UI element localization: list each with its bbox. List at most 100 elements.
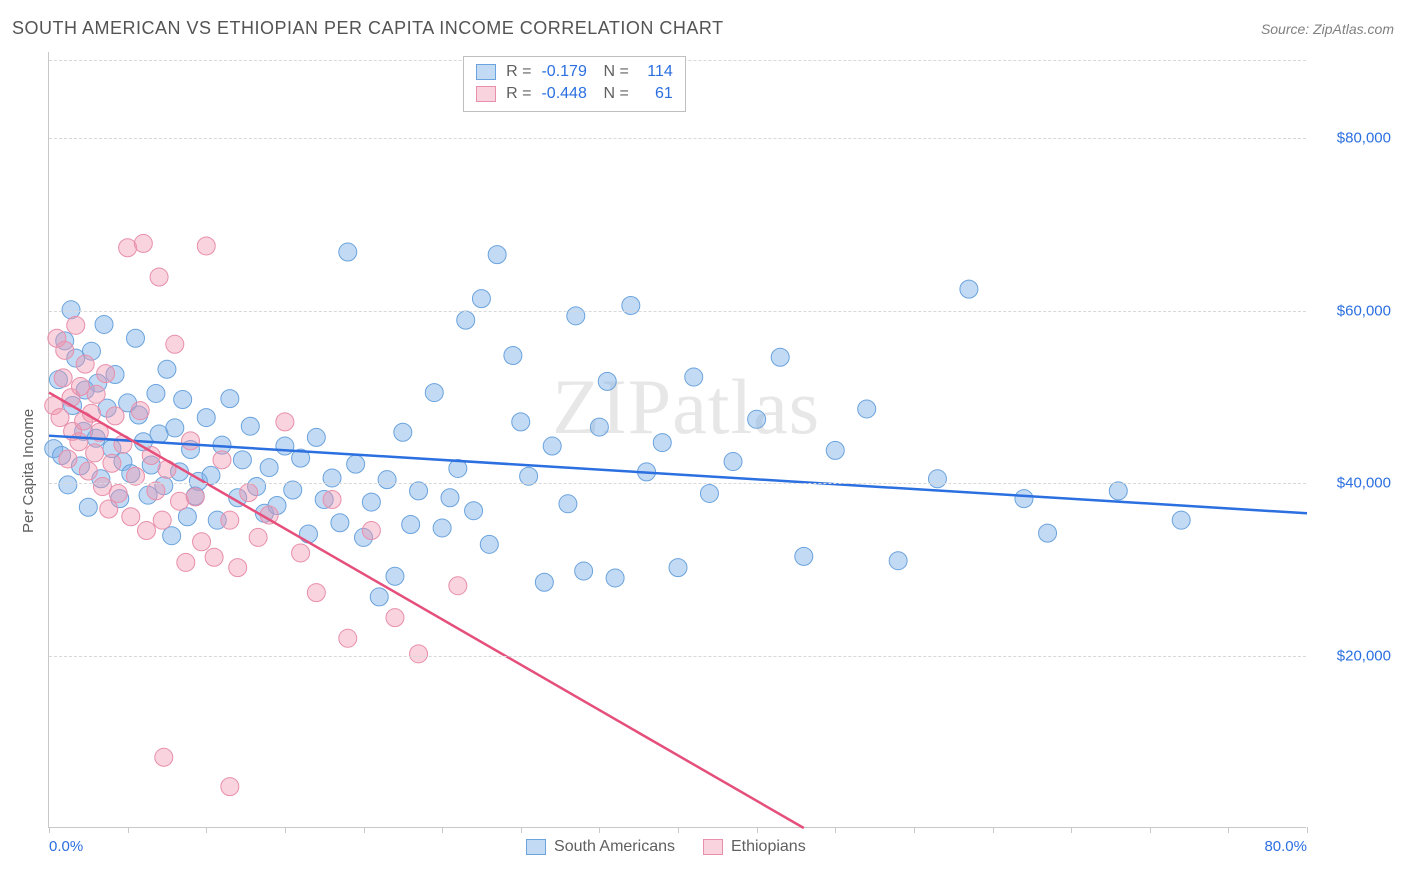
scatter-point: [155, 748, 173, 766]
scatter-point: [433, 519, 451, 537]
scatter-point: [76, 355, 94, 373]
scatter-point: [771, 348, 789, 366]
scatter-point: [480, 535, 498, 553]
scatter-point: [158, 360, 176, 378]
x-tick: [442, 827, 443, 833]
legend-swatch: [703, 839, 723, 855]
legend-r-value: -0.448: [541, 83, 593, 105]
scatter-point: [362, 522, 380, 540]
scatter-svg: [49, 52, 1307, 828]
y-tick-label: $20,000: [1316, 647, 1391, 664]
chart-source: Source: ZipAtlas.com: [1261, 21, 1394, 37]
scatter-point: [241, 417, 259, 435]
scatter-point: [299, 525, 317, 543]
chart-title: SOUTH AMERICAN VS ETHIOPIAN PER CAPITA I…: [12, 18, 724, 39]
scatter-point: [685, 368, 703, 386]
scatter-point: [87, 385, 105, 403]
x-tick: [678, 827, 679, 833]
y-axis-title: Per Capita Income: [20, 409, 37, 533]
scatter-point: [197, 409, 215, 427]
scatter-point: [249, 528, 267, 546]
scatter-point: [323, 490, 341, 508]
scatter-point: [197, 237, 215, 255]
scatter-point: [307, 584, 325, 602]
scatter-point: [67, 316, 85, 334]
scatter-point: [488, 246, 506, 264]
y-tick-label: $40,000: [1316, 475, 1391, 492]
x-tick-label: 0.0%: [49, 838, 83, 855]
scatter-point: [575, 562, 593, 580]
title-bar: SOUTH AMERICAN VS ETHIOPIAN PER CAPITA I…: [12, 18, 1394, 39]
scatter-point: [748, 410, 766, 428]
scatter-point: [182, 432, 200, 450]
legend-n-value: 114: [639, 61, 673, 83]
scatter-point: [100, 500, 118, 518]
legend-r-value: -0.179: [541, 61, 593, 83]
scatter-point: [339, 629, 357, 647]
scatter-point: [669, 559, 687, 577]
scatter-point: [622, 296, 640, 314]
x-tick: [757, 827, 758, 833]
plot-area: ZIPatlas $20,000$40,000$60,000$80,0000.0…: [48, 52, 1306, 828]
scatter-point: [441, 489, 459, 507]
scatter-point: [567, 307, 585, 325]
x-tick: [1150, 827, 1151, 833]
scatter-point: [103, 454, 121, 472]
scatter-point: [147, 482, 165, 500]
scatter-point: [109, 484, 127, 502]
scatter-point: [559, 495, 577, 513]
x-tick: [364, 827, 365, 833]
scatter-point: [95, 315, 113, 333]
x-tick: [1071, 827, 1072, 833]
scatter-point: [221, 778, 239, 796]
scatter-point: [240, 484, 258, 502]
gridline: [49, 656, 1306, 657]
scatter-point: [465, 502, 483, 520]
scatter-point: [221, 511, 239, 529]
scatter-point: [535, 573, 553, 591]
scatter-point: [51, 409, 69, 427]
scatter-point: [137, 522, 155, 540]
x-tick: [835, 827, 836, 833]
correlation-legend: R =-0.179N =114R =-0.448N =61: [463, 56, 686, 112]
scatter-point: [79, 462, 97, 480]
scatter-point: [260, 459, 278, 477]
scatter-point: [171, 492, 189, 510]
scatter-point: [590, 418, 608, 436]
scatter-point: [826, 441, 844, 459]
x-tick: [49, 827, 50, 833]
scatter-point: [307, 428, 325, 446]
scatter-point: [119, 239, 137, 257]
scatter-point: [97, 365, 115, 383]
scatter-point: [323, 469, 341, 487]
scatter-point: [193, 533, 211, 551]
scatter-point: [292, 544, 310, 562]
x-tick: [1307, 827, 1308, 833]
scatter-point: [276, 413, 294, 431]
gridline: [49, 483, 1306, 484]
scatter-point: [598, 372, 616, 390]
legend-n-value: 61: [639, 83, 673, 105]
scatter-point: [174, 390, 192, 408]
x-tick: [914, 827, 915, 833]
scatter-point: [56, 341, 74, 359]
scatter-point: [70, 433, 88, 451]
scatter-point: [147, 384, 165, 402]
scatter-point: [653, 434, 671, 452]
scatter-point: [1015, 490, 1033, 508]
scatter-point: [1172, 511, 1190, 529]
scatter-point: [889, 552, 907, 570]
legend-swatch: [476, 86, 496, 102]
scatter-point: [402, 515, 420, 533]
scatter-point: [131, 402, 149, 420]
x-tick: [599, 827, 600, 833]
scatter-point: [221, 390, 239, 408]
legend-series-name: South Americans: [554, 838, 675, 856]
scatter-point: [457, 311, 475, 329]
scatter-point: [347, 455, 365, 473]
scatter-point: [370, 588, 388, 606]
scatter-point: [86, 444, 104, 462]
scatter-point: [276, 437, 294, 455]
scatter-point: [795, 547, 813, 565]
scatter-point: [394, 423, 412, 441]
